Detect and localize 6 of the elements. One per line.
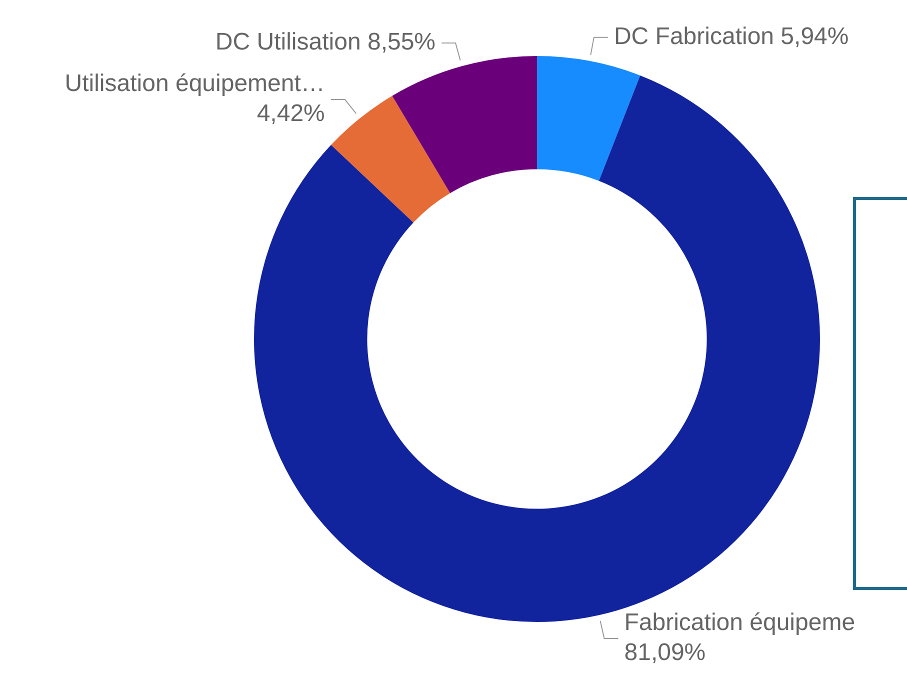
slice-label: DC Fabrication 5,94%: [614, 22, 849, 50]
slice-label: Utilisation équipement…: [64, 70, 325, 98]
data-label: 4,42%: [256, 100, 325, 128]
data-label: 81,09%: [624, 639, 706, 666]
slice-label: DC Utilisation 8,55%: [215, 28, 436, 56]
slice-label: Fabrication équipeme: [624, 609, 856, 636]
